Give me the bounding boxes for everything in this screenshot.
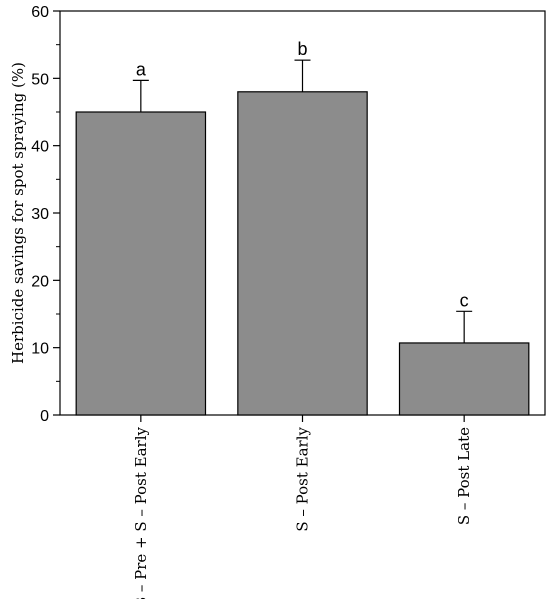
x-category-label: S – Post Early: [294, 426, 312, 531]
significance-label: c: [460, 290, 469, 310]
y-tick-label: 20: [31, 273, 49, 290]
bars: [75, 59, 530, 416]
labels: 0 10 20 30 40 50 60 a B – Pre + S – Post Early b S…: [31, 4, 473, 599]
y-tick-label: 50: [31, 71, 49, 88]
y-tick-label: 40: [31, 139, 49, 156]
y-tick-label: 10: [31, 341, 49, 358]
bar: [398, 342, 530, 416]
significance-label: b: [297, 39, 307, 59]
y-axis-title: Herbicide savings for spot spraying (%): [9, 62, 27, 364]
x-category-label: S – Post Late: [455, 427, 473, 525]
x-category-label: B – Pre + S – Post Early: [132, 426, 150, 599]
bar: [237, 91, 368, 416]
y-tick-label: 60: [31, 4, 49, 21]
significance-label: a: [136, 59, 147, 79]
y-tick-label: 0: [40, 408, 49, 425]
y-tick-label: 30: [31, 206, 49, 223]
bar: [75, 111, 207, 416]
